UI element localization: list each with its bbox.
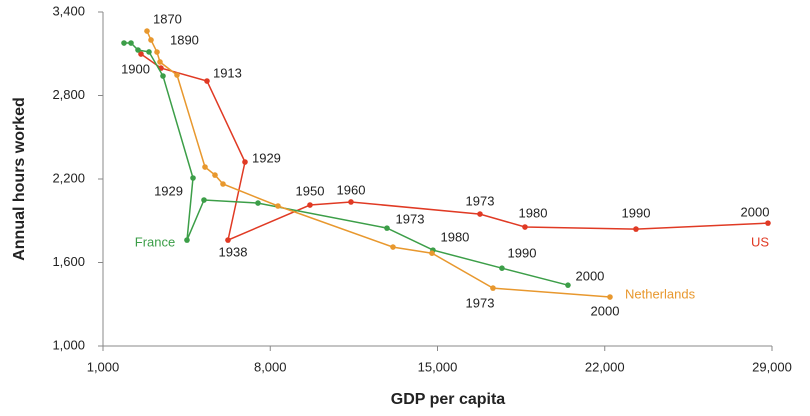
data-point [220, 181, 226, 187]
data-point [390, 244, 396, 250]
x-tick-label: 8,000 [254, 359, 287, 374]
data-point [190, 175, 196, 181]
point-label: 1990 [508, 246, 537, 261]
point-label: 1870 [153, 12, 182, 27]
data-point [121, 40, 127, 46]
point-label: 1980 [519, 205, 548, 220]
data-point [128, 40, 134, 46]
data-point [384, 225, 390, 231]
point-label: 1929 [154, 183, 183, 198]
data-point [184, 237, 190, 243]
point-label: 2000 [741, 205, 770, 220]
y-tick-label: 3,400 [52, 3, 85, 18]
data-point [499, 265, 505, 272]
data-point [607, 294, 613, 300]
point-label: 1929 [252, 150, 281, 165]
point-label: 1973 [396, 212, 425, 227]
data-point [204, 78, 210, 84]
data-point [255, 200, 261, 206]
data-point [202, 164, 208, 170]
data-point [242, 159, 248, 165]
data-point [307, 202, 313, 208]
data-point [522, 224, 528, 230]
point-label: 1973 [466, 194, 495, 209]
data-point [348, 199, 354, 205]
series-label: Netherlands [625, 286, 696, 301]
data-point [490, 285, 496, 291]
data-point [565, 282, 571, 288]
data-point [477, 211, 483, 217]
data-point [765, 220, 771, 226]
data-point [135, 47, 141, 53]
data-point [144, 28, 150, 34]
point-label: 1900 [121, 62, 150, 77]
point-label: 1980 [440, 230, 469, 245]
point-label: 1950 [296, 183, 325, 198]
data-point [174, 72, 180, 78]
point-label: 1938 [219, 245, 248, 260]
data-point [160, 73, 166, 79]
data-point [429, 250, 435, 256]
data-point [146, 49, 152, 55]
series-label: France [135, 234, 175, 249]
data-point [201, 197, 207, 203]
point-label: 1890 [170, 33, 199, 48]
y-tick-label: 1,000 [52, 337, 85, 352]
point-label: 1913 [213, 65, 242, 80]
data-point [225, 237, 231, 243]
point-label: 1990 [622, 206, 651, 221]
data-point [212, 172, 218, 178]
point-label: 2000 [575, 269, 604, 284]
data-point [154, 49, 160, 55]
data-point [138, 51, 144, 57]
y-tick-label: 2,200 [52, 170, 85, 185]
y-axis-title: Annual hours worked [11, 97, 28, 261]
x-tick-label: 15,000 [418, 359, 458, 374]
x-tick-label: 22,000 [585, 359, 625, 374]
data-point [157, 59, 163, 65]
y-tick-label: 1,600 [52, 254, 85, 269]
series-line [124, 42, 569, 286]
y-tick-label: 2,800 [52, 87, 85, 102]
x-tick-label: 29,000 [752, 359, 792, 374]
data-point [148, 37, 154, 43]
point-label: 1973 [466, 296, 495, 311]
point-label: 2000 [591, 303, 620, 318]
data-point [633, 226, 639, 232]
point-label: 1960 [337, 182, 366, 197]
series-line [140, 53, 769, 242]
x-axis-title: GDP per capita [391, 391, 506, 408]
x-tick-label: 1,000 [87, 359, 120, 374]
data-point [275, 203, 281, 209]
series-label: US [751, 234, 769, 249]
